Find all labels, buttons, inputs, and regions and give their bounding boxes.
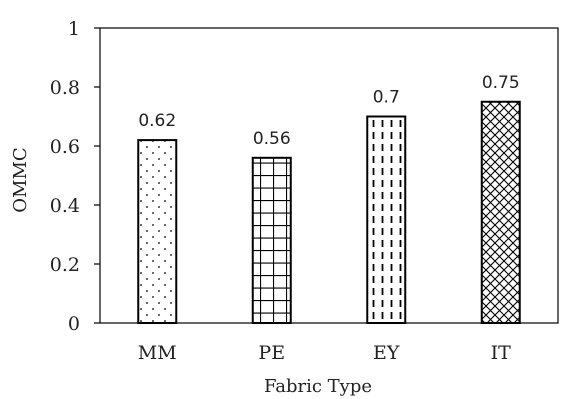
- bar-ey: [366, 115, 407, 324]
- x-tick-label-ey: EY: [373, 342, 400, 364]
- x-tick-label-mm: MM: [138, 342, 177, 364]
- bar-pe: [251, 156, 292, 324]
- data-label-ey: 0.7: [373, 88, 400, 108]
- y-tick-label: 0: [68, 313, 80, 335]
- y-tick-label: 0.8: [50, 77, 80, 99]
- data-label-it: 0.75: [482, 73, 520, 93]
- x-tick-label-pe: PE: [258, 342, 285, 364]
- y-tick-label: 1: [68, 18, 80, 40]
- bar-it: [480, 100, 521, 324]
- data-label-mm: 0.62: [138, 111, 176, 131]
- bars: [137, 100, 521, 324]
- bar-mm: [137, 139, 178, 324]
- y-tick-label: 0.4: [50, 195, 80, 217]
- y-axis-title: OMMC: [10, 147, 31, 212]
- axes: 0 0.2 0.4 0.6 0.8 1 MM PE EY IT: [50, 18, 559, 364]
- y-tick-label: 0.6: [50, 136, 80, 158]
- x-tick-label-it: IT: [491, 342, 512, 364]
- x-axis-title: Fabric Type: [264, 376, 372, 397]
- data-labels: 0.62 0.56 0.7 0.75: [138, 73, 519, 149]
- y-tick-label: 0.2: [50, 254, 80, 276]
- plot-frame: [99, 27, 559, 324]
- data-label-pe: 0.56: [253, 129, 291, 149]
